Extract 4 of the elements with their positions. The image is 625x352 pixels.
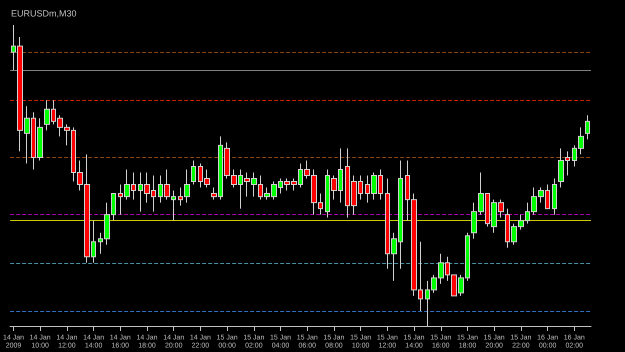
chart-title: EURUSDm,M30 [11, 8, 77, 18]
candlestick [191, 160, 196, 186]
candlestick [585, 114, 590, 140]
candlestick [552, 178, 557, 216]
